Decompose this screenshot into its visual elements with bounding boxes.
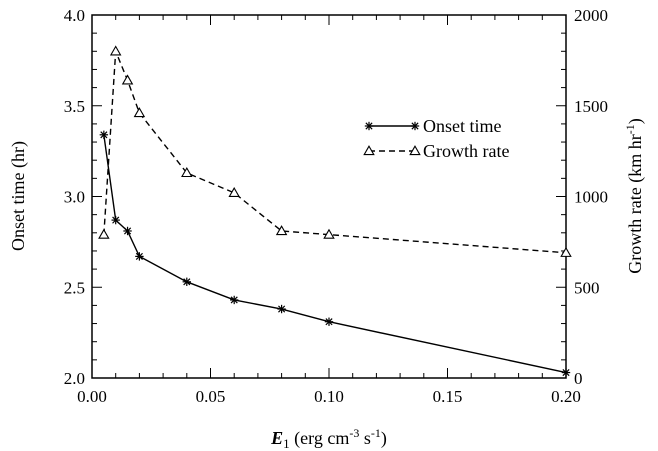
right-y-tick-label: 500	[574, 278, 600, 297]
data-point-onset-time	[230, 295, 239, 305]
legend-label-growth-rate: Growth rate	[423, 141, 509, 161]
x-axis-exp2: -1	[371, 426, 381, 440]
x-axis-unit-close: )	[381, 428, 387, 449]
right-y-tick-label: 2000	[574, 6, 608, 25]
legend-sample-onset-time	[364, 121, 420, 131]
series-line-onset-time	[103, 134, 567, 374]
x-axis-unit-open: (erg cm	[290, 428, 350, 449]
data-point-growth-rate	[121, 74, 134, 85]
data-point-growth-rate	[133, 107, 146, 118]
x-tick-label: 0.15	[433, 387, 463, 406]
data-point-onset-time	[111, 215, 120, 225]
legend-label-onset-time: Onset time	[423, 116, 502, 136]
left-y-axis-ticks: 2.0 2.5 3.0 3.5 4.0	[64, 6, 102, 388]
right-y-tick-label: 0	[574, 369, 583, 388]
data-point-onset-time	[324, 317, 334, 326]
left-y-axis-title: Onset time (hr)	[8, 141, 29, 251]
data-point-growth-rate	[560, 246, 572, 257]
legend-sample-growth-rate	[363, 145, 421, 156]
right-y-axis-title-close: )	[625, 118, 646, 124]
data-point-growth-rate	[323, 228, 335, 239]
x-axis-ticks: 0.00 0.05 0.10 0.15 0.20	[77, 15, 581, 406]
data-point-onset-time	[561, 368, 571, 377]
x-axis-exp1: -3	[349, 426, 359, 440]
data-point-onset-time	[277, 304, 286, 314]
data-point-onset-time	[135, 252, 144, 261]
legend-marker	[364, 121, 374, 131]
x-tick-label: 0.10	[314, 387, 344, 406]
data-point-onset-time	[99, 130, 109, 139]
x-tick-label: 0.00	[77, 387, 107, 406]
data-point-growth-rate	[109, 45, 122, 56]
legend: Onset time Growth rate	[363, 116, 509, 161]
x-tick-label: 0.05	[196, 387, 226, 406]
left-y-tick-label: 3.0	[64, 188, 85, 207]
data-point-onset-time	[123, 226, 132, 236]
data-point-growth-rate	[181, 166, 193, 178]
left-y-tick-label: 4.0	[64, 6, 85, 25]
x-axis-title: E1 (erg cm-3 s-1)	[270, 426, 387, 451]
x-tick-label: 0.20	[551, 387, 581, 406]
right-y-tick-label: 1500	[574, 97, 608, 116]
data-point-growth-rate	[98, 228, 110, 239]
legend-marker	[363, 145, 375, 156]
data-point-onset-time	[182, 277, 191, 287]
x-axis-unit-mid: s	[359, 428, 371, 448]
right-y-axis-ticks: 0 500 1000 1500 2000	[556, 6, 608, 388]
series-layer	[98, 45, 572, 377]
series-line-growth-rate	[103, 51, 567, 254]
legend-marker	[410, 121, 420, 131]
right-y-axis-title: Growth rate (km hr-1)	[623, 118, 646, 273]
left-y-tick-label: 2.0	[64, 369, 85, 388]
x-axis-subscript: 1	[283, 436, 290, 451]
right-y-axis-title-text: Growth rate (km hr	[625, 134, 646, 273]
right-y-tick-label: 1000	[574, 188, 608, 207]
legend-marker	[409, 145, 421, 156]
data-point-growth-rate	[275, 225, 288, 236]
data-point-growth-rate	[228, 186, 240, 198]
left-y-tick-label: 3.5	[64, 97, 85, 116]
right-y-axis-title-exp: -1	[623, 124, 637, 134]
left-y-tick-label: 2.5	[64, 278, 85, 297]
x-axis-symbol: E	[270, 428, 283, 448]
